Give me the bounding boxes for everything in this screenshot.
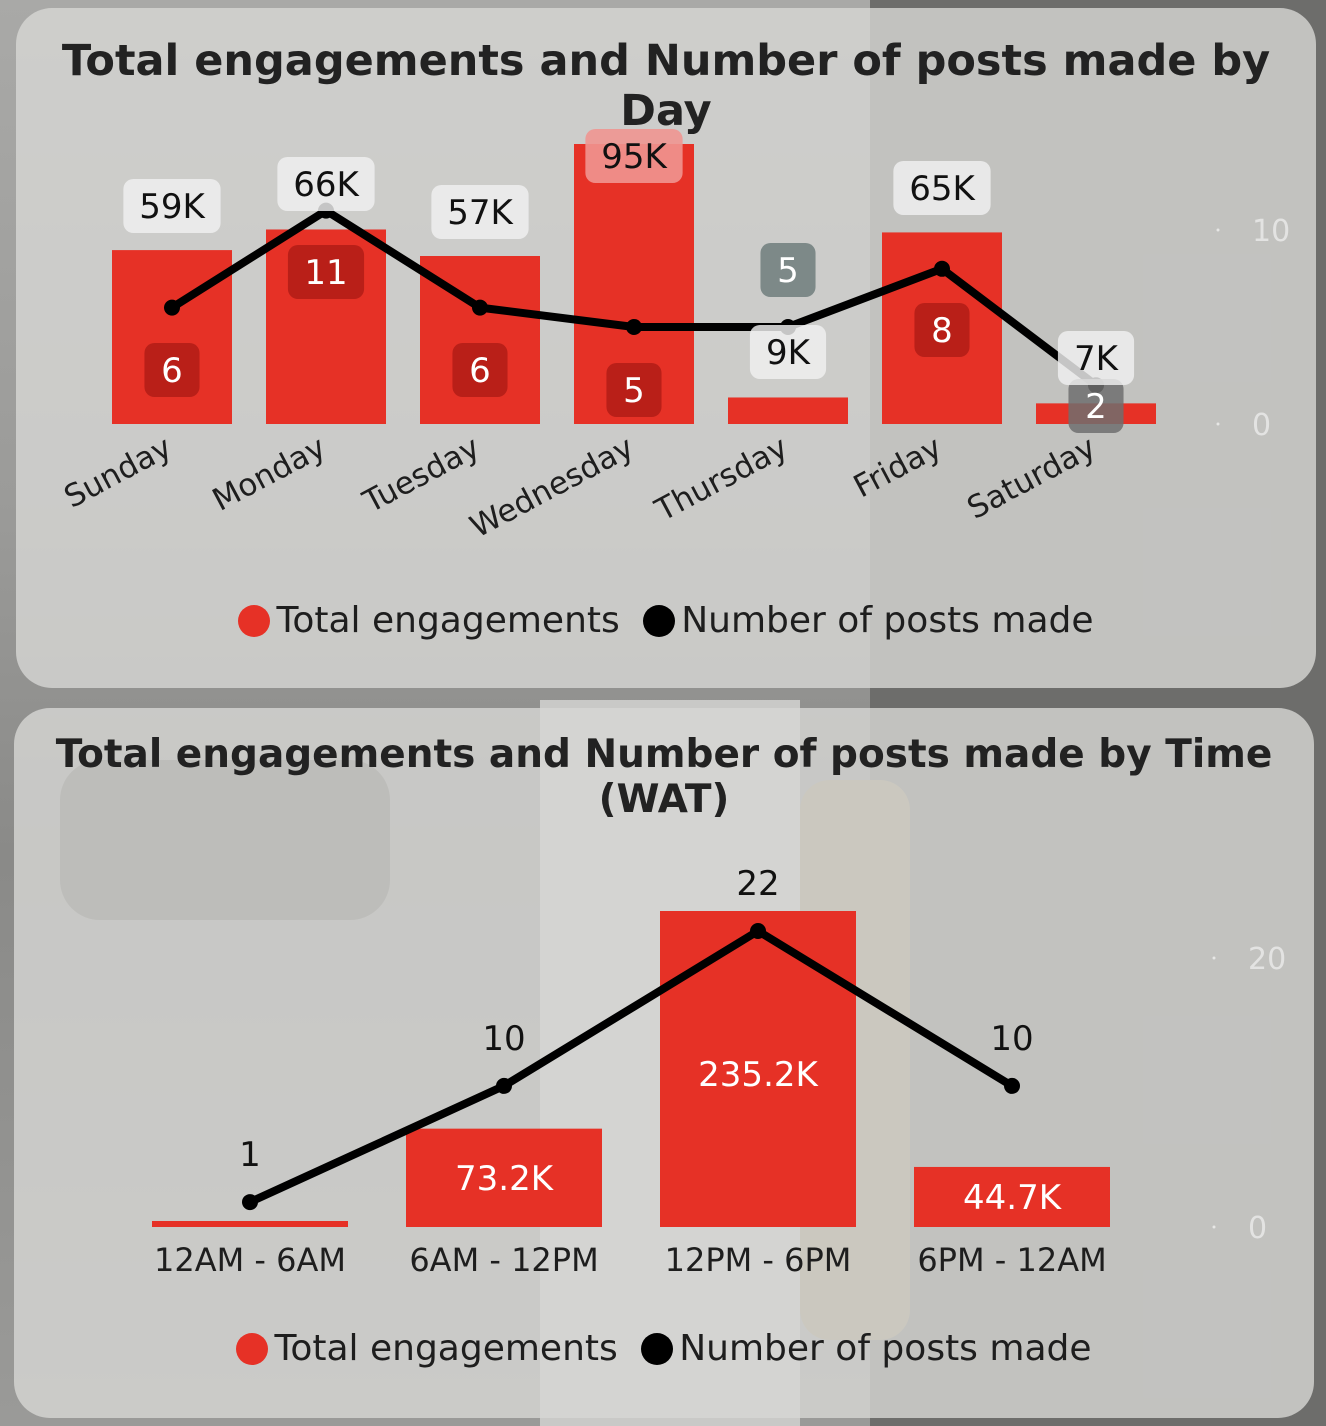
posts-data-label: 6 xyxy=(161,351,183,391)
x-tick-label: 12PM - 6PM xyxy=(665,1241,852,1279)
x-tick-label: 6PM - 12AM xyxy=(917,1241,1106,1279)
engagement-data-label: 59K xyxy=(139,187,206,227)
y2-tick-dot xyxy=(1216,422,1220,426)
x-tick-label: Monday xyxy=(207,429,332,518)
engagement-data-label: 95K xyxy=(601,137,668,177)
posts-point xyxy=(496,1077,512,1094)
posts-data-label: 5 xyxy=(623,371,645,411)
bar-0 xyxy=(152,1221,348,1227)
legend-label-engagements: Total engagements xyxy=(274,1328,618,1369)
posts-point xyxy=(242,1194,258,1211)
posts-data-label-bg xyxy=(452,343,508,397)
posts-data-label-bg xyxy=(760,243,816,297)
time-chart-panel: Total engagements and Number of posts ma… xyxy=(14,708,1314,1418)
y2-tick-label: 20 xyxy=(1248,942,1286,977)
legend-item-posts[interactable]: Number of posts made xyxy=(641,1328,1092,1369)
legend-label-posts: Number of posts made xyxy=(679,1328,1092,1369)
posts-point-sunday xyxy=(164,299,180,316)
posts-data-label: 8 xyxy=(931,311,953,351)
x-tick-label: 12AM - 6AM xyxy=(154,1241,346,1279)
legend-item-engagements[interactable]: Total engagements xyxy=(238,600,620,641)
time-chart-title: Total engagements and Number of posts ma… xyxy=(55,732,1273,822)
posts-point-friday xyxy=(934,260,950,277)
engagement-data-label-bg xyxy=(749,325,827,379)
posts-point-tuesday xyxy=(472,299,488,316)
legend-red-dot-icon xyxy=(238,604,271,637)
x-tick-label: Friday xyxy=(848,429,948,505)
legend-black-dot-icon xyxy=(643,604,676,637)
posts-data-label: 5 xyxy=(777,251,799,291)
posts-data-label: 10 xyxy=(482,1019,525,1059)
posts-point-wednesday xyxy=(626,319,642,335)
engagement-data-label: 9K xyxy=(766,333,812,373)
day-chart-panel: Total engagements and Number of posts ma… xyxy=(16,8,1316,688)
y2-tick-label: 0 xyxy=(1252,408,1271,443)
engagement-data-label: 7K xyxy=(1074,339,1120,379)
x-tick-label: Tuesday xyxy=(357,429,486,520)
x-tick-label: 6AM - 12PM xyxy=(409,1241,598,1279)
time-chart-legend: Total engagements Number of posts made xyxy=(14,1328,1314,1374)
bar-sunday xyxy=(112,250,232,424)
posts-data-label: 22 xyxy=(736,864,779,904)
posts-data-label: 2 xyxy=(1085,387,1107,427)
legend-item-posts[interactable]: Number of posts made xyxy=(643,600,1094,641)
posts-data-label-bg xyxy=(1068,379,1124,433)
posts-data-label: 11 xyxy=(304,253,347,293)
engagement-data-label-bg xyxy=(431,185,529,239)
posts-data-label: 1 xyxy=(239,1135,261,1175)
posts-data-label-bg xyxy=(914,303,970,357)
engagement-data-label-bg xyxy=(123,179,221,233)
engagement-data-label: 65K xyxy=(909,169,976,209)
engagement-data-label-bg xyxy=(585,129,683,183)
x-tick-label: Thursday xyxy=(649,429,794,529)
posts-point xyxy=(750,923,766,939)
posts-data-label: 6 xyxy=(469,351,491,391)
y2-tick-dot xyxy=(1216,228,1220,232)
engagement-data-label: 57K xyxy=(447,193,514,233)
legend-red-dot-icon xyxy=(236,1332,269,1365)
bar-1 xyxy=(406,1128,602,1227)
engagement-data-label: 66K xyxy=(293,165,360,205)
posts-data-label-bg xyxy=(606,363,662,417)
legend-black-dot-icon xyxy=(641,1332,674,1365)
posts-data-label: 10 xyxy=(990,1019,1033,1059)
legend-item-engagements[interactable]: Total engagements xyxy=(236,1328,618,1369)
posts-data-label-bg xyxy=(144,343,200,397)
y2-tick-dot xyxy=(1212,1225,1216,1229)
x-tick-label: Sunday xyxy=(58,429,177,515)
engagement-data-label: 44.7K xyxy=(963,1178,1063,1218)
engagement-data-label-bg xyxy=(277,157,375,211)
day-chart-legend: Total engagements Number of posts made xyxy=(16,600,1316,646)
day-chart-title: Total engagements and Number of posts ma… xyxy=(61,36,1271,136)
engagement-data-label-bg xyxy=(893,161,991,215)
legend-label-posts: Number of posts made xyxy=(681,600,1094,641)
bar-thursday xyxy=(728,397,848,424)
engagement-data-label-bg xyxy=(1057,331,1135,385)
bar-2 xyxy=(660,911,856,1227)
y2-tick-label: 0 xyxy=(1248,1211,1267,1246)
engagement-data-label: 73.2K xyxy=(455,1159,555,1199)
posts-point xyxy=(1004,1077,1020,1094)
time-chart-plot: 0 20 12AM - 6AM 6AM - 12PM 73.2K 12PM - 6PM 23… xyxy=(152,864,1286,1279)
y2-tick-label: 10 xyxy=(1252,214,1290,249)
posts-data-label-bg xyxy=(287,245,365,299)
y2-tick-dot xyxy=(1212,956,1216,960)
posts-line xyxy=(248,927,1015,1206)
x-tick-label: Saturday xyxy=(962,429,1102,526)
x-tick-label: Wednesday xyxy=(464,429,639,545)
engagement-data-label: 235.2K xyxy=(698,1055,819,1095)
legend-label-engagements: Total engagements xyxy=(276,600,620,641)
bar-3 xyxy=(914,1166,1110,1227)
